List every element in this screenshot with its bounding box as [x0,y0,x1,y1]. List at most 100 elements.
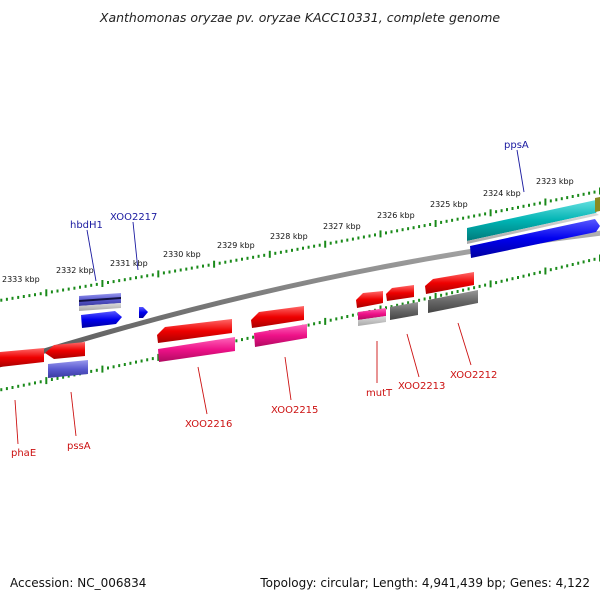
scale-tick-minor [478,284,481,288]
gene-blue-1[interactable] [81,311,122,328]
scale-tick-minor [252,255,255,259]
scale-tick-major [45,289,48,297]
scale-tick-minor [588,191,591,195]
label-XOO2212[interactable]: XOO2212 [450,370,497,381]
scale-tick-minor [467,287,470,291]
scale-tick-minor [95,368,98,372]
label-XOO2213[interactable]: XOO2213 [398,381,445,392]
callout-line-pssA [70,391,77,437]
gene-olive-edge[interactable] [595,197,600,212]
scale-tick-minor [451,218,454,222]
scale-tick-minor [129,361,132,365]
label-pssA[interactable]: pssA [67,441,91,452]
scale-tick-minor [533,202,536,206]
scale-tick-minor [118,279,121,283]
tick-label-2323: 2323 kbp [536,177,574,186]
scale-tick-minor [462,288,465,292]
gene-pssA[interactable] [48,360,88,378]
gene-red-2215-top[interactable] [251,306,304,328]
scale-tick-minor [456,290,459,293]
scale-tick-minor [407,301,410,305]
gene-red-2213-top[interactable] [386,285,414,301]
scale-tick-minor [168,270,171,274]
forward-genes [79,197,600,328]
scale-tick-minor [28,382,31,386]
scale-tick-minor [50,290,53,294]
scale-tick-minor [346,238,349,242]
gene-red-mutT-top[interactable] [356,291,383,308]
scale-tick-minor [423,224,426,228]
scale-tick-major [544,267,547,275]
scale-tick-minor [593,190,596,194]
scale-tick-minor [445,292,448,296]
scale-tick-minor [34,381,36,385]
label-XOO2216[interactable]: XOO2216 [185,419,232,430]
scale-tick-minor [357,236,360,240]
callout-line-ppsA [516,149,525,193]
scale-tick-minor [218,261,221,265]
callout-line-XOO2212 [457,322,472,366]
gene-mutT-shadow [358,316,386,326]
scale-tick-minor [335,317,338,321]
scale-tick-minor [351,313,354,317]
scale-tick-minor [22,295,25,298]
gene-red-2216-top[interactable] [157,319,232,343]
scale-tick-minor [135,360,137,364]
reverse-genes [0,272,478,378]
scale-tick-minor [555,266,558,270]
scale-tick-minor [329,318,332,322]
gene-XOO2212[interactable] [428,290,478,313]
gene-XOO2216[interactable] [158,337,235,362]
footer-summary: Topology: circular; Length: 4,941,439 bp… [260,576,590,590]
scale-tick-minor [22,383,25,387]
callout-line-XOO2216 [197,366,208,415]
scale-tick-minor [107,281,109,284]
scale-tick-minor [418,225,421,229]
scale-tick-minor [566,264,569,268]
scale-tick-minor [246,256,249,260]
scale-tick-minor [522,274,525,278]
gene-XOO2213[interactable] [390,302,418,320]
gene-XOO2217[interactable] [139,307,148,318]
scale-tick-minor [107,366,109,370]
scale-tick-minor [495,210,498,214]
tick-label-2327: 2327 kbp [323,222,361,231]
label-XOO2217[interactable]: XOO2217 [110,212,157,223]
scale-tick-minor [241,338,243,342]
label-hbdH1[interactable]: hbdH1 [70,220,103,231]
scale-tick-minor [588,259,591,263]
scale-tick-minor [307,245,310,249]
scale-tick-minor [123,363,126,366]
scale-tick-minor [484,283,487,287]
scale-tick-minor [412,226,415,230]
gene-red-2212-top[interactable] [425,272,474,294]
gene-blue-2[interactable] [470,219,600,258]
scale-tick-minor [162,271,165,275]
tick-label-2325: 2325 kbp [430,200,468,209]
scale-tick-minor [202,264,204,268]
scale-tick-minor [533,272,536,276]
gene-phaE[interactable] [0,348,44,367]
scale-tick-minor [582,260,585,264]
gene-ppsA[interactable] [467,200,599,241]
label-phaE[interactable]: phaE [11,448,36,459]
label-mutT[interactable]: mutT [366,388,393,399]
gene-labels: hbdH1 XOO2217 ppsA phaE pssA XOO2216 XOO… [11,140,529,459]
label-ppsA[interactable]: ppsA [504,140,529,151]
scale-tick-minor [67,374,70,378]
gene-XOO2215[interactable] [254,324,307,347]
scale-tick-minor [418,298,421,302]
label-XOO2215[interactable]: XOO2215 [271,405,318,416]
scale-tick-minor [396,303,399,307]
scale-tick-minor [555,198,558,202]
scale-tick-minor [28,294,31,298]
scale-tick-minor [329,241,332,245]
scale-tick-minor [84,284,87,288]
gene-red-pssA-top[interactable] [45,342,85,359]
scale-tick-minor [241,257,243,261]
callout-line-hbdH1 [86,229,97,282]
scale-tick-minor [407,227,410,231]
scale-tick-minor [517,276,519,279]
scale-tick-minor [39,292,42,296]
scale-tick-minor [118,364,121,368]
